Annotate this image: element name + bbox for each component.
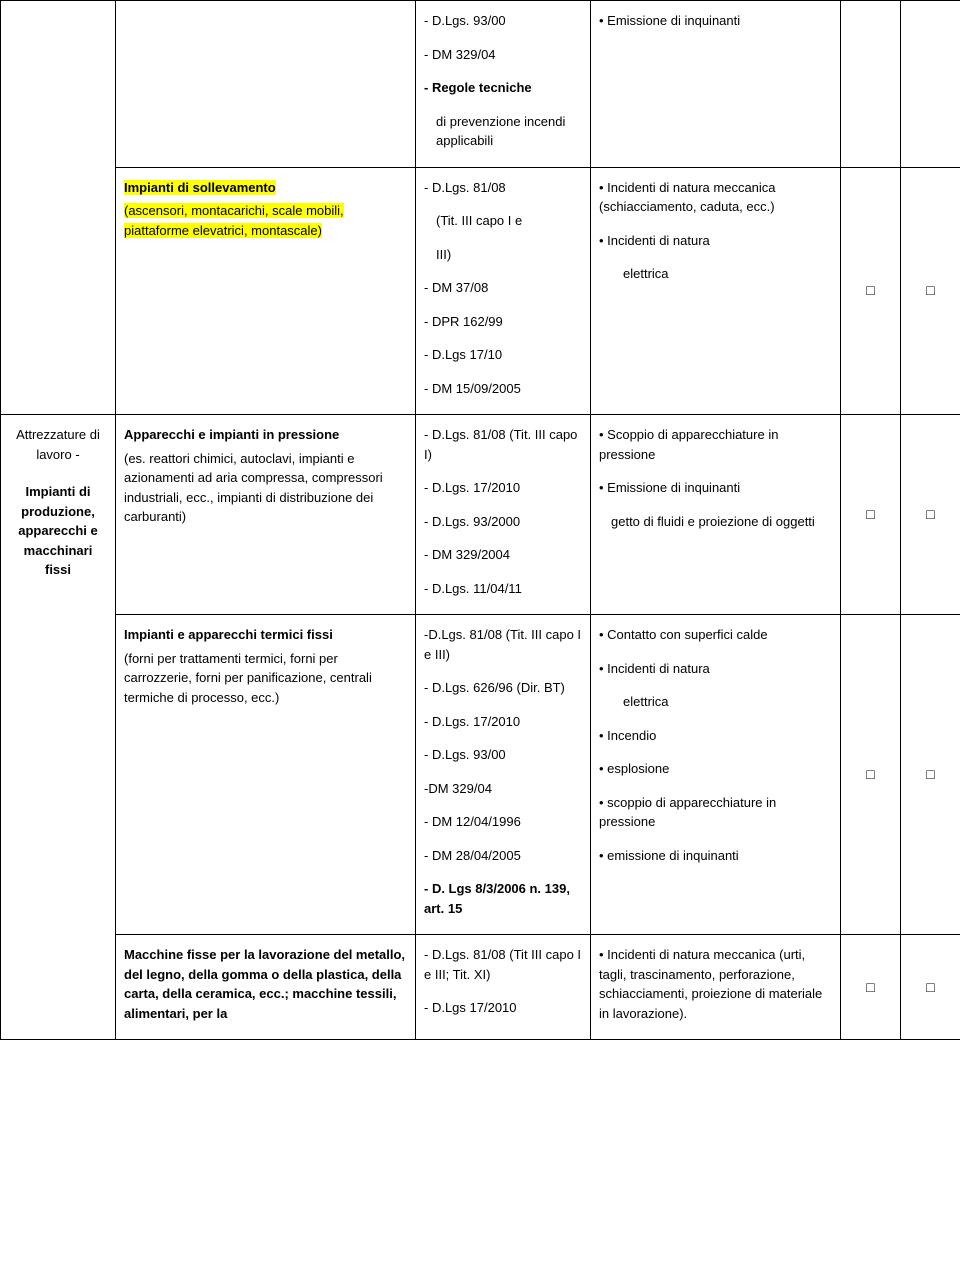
references-cell: - D.Lgs. 81/08 (Tit. III capo I)- D.Lgs.… <box>416 415 591 615</box>
references-cell: - D.Lgs. 93/00- DM 329/04- Regole tecnic… <box>416 1 591 168</box>
description-cell: Impianti e apparecchi termici fissi(forn… <box>116 615 416 935</box>
description-cell: Macchine fisse per la lavorazione del me… <box>116 935 416 1040</box>
checkbox-cell-2: □ <box>901 615 960 935</box>
table-row: - D.Lgs. 93/00- DM 329/04- Regole tecnic… <box>1 1 960 168</box>
description-cell <box>116 1 416 168</box>
description-cell: Apparecchi e impianti in pressione(es. r… <box>116 415 416 615</box>
references-cell: - D.Lgs. 81/08(Tit. III capo I eIII)- DM… <box>416 167 591 415</box>
risks-cell: • Incidenti di natura meccanica (schiacc… <box>591 167 841 415</box>
regulations-table: - D.Lgs. 93/00- DM 329/04- Regole tecnic… <box>0 0 960 1040</box>
checkbox-cell-1: □ <box>841 935 901 1040</box>
checkbox-cell-2 <box>901 1 960 168</box>
table-row: Attrezzature di lavoro -Impianti di prod… <box>1 415 960 615</box>
checkbox-cell-1: □ <box>841 167 901 415</box>
category-cell: Attrezzature di lavoro -Impianti di prod… <box>1 415 116 1040</box>
references-cell: -D.Lgs. 81/08 (Tit. III capo I e III)- D… <box>416 615 591 935</box>
risks-cell: • Contatto con superfici calde• Incident… <box>591 615 841 935</box>
checkbox-cell-1: □ <box>841 615 901 935</box>
checkbox-cell-2: □ <box>901 167 960 415</box>
risks-cell: • Scoppio di apparecchiature in pression… <box>591 415 841 615</box>
references-cell: - D.Lgs. 81/08 (Tit III capo I e III; Ti… <box>416 935 591 1040</box>
risks-cell: • Emissione di inquinanti <box>591 1 841 168</box>
checkbox-cell-2: □ <box>901 415 960 615</box>
description-cell: Impianti di sollevamento (ascensori, mon… <box>116 167 416 415</box>
table-row: Macchine fisse per la lavorazione del me… <box>1 935 960 1040</box>
table-row: Impianti e apparecchi termici fissi(forn… <box>1 615 960 935</box>
category-cell <box>1 1 116 415</box>
table-row: Impianti di sollevamento (ascensori, mon… <box>1 167 960 415</box>
checkbox-cell-1 <box>841 1 901 168</box>
checkbox-cell-2: □ <box>901 935 960 1040</box>
risks-cell: • Incidenti di natura meccanica (urti, t… <box>591 935 841 1040</box>
checkbox-cell-1: □ <box>841 415 901 615</box>
